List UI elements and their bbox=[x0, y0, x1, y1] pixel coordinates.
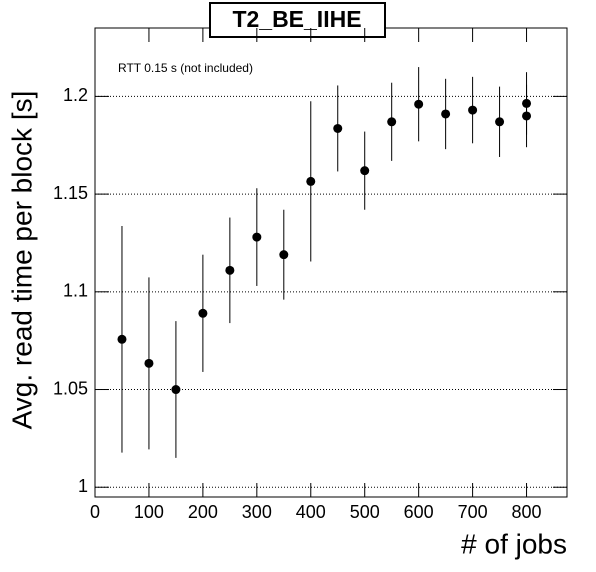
data-point bbox=[414, 99, 424, 109]
x-tick-label: 800 bbox=[512, 502, 542, 522]
data-point bbox=[252, 232, 262, 242]
x-tick-label: 300 bbox=[242, 502, 272, 522]
x-tick-label: 400 bbox=[296, 502, 326, 522]
y-tick-label: 1.1 bbox=[63, 281, 88, 301]
x-tick-label: 600 bbox=[404, 502, 434, 522]
data-point bbox=[306, 176, 316, 186]
data-point bbox=[360, 166, 370, 176]
y-axis-label: Avg. read time per block [s] bbox=[6, 91, 37, 430]
data-point bbox=[171, 385, 181, 395]
x-tick-label: 700 bbox=[458, 502, 488, 522]
y-tick-label: 1 bbox=[78, 476, 88, 496]
data-point bbox=[441, 109, 451, 119]
chart-title: T2_BE_IIHE bbox=[232, 6, 361, 32]
data-point bbox=[495, 117, 505, 127]
data-point bbox=[468, 105, 478, 115]
data-point bbox=[117, 334, 127, 344]
x-tick-label: 500 bbox=[350, 502, 380, 522]
y-tick-label: 1.05 bbox=[53, 378, 88, 398]
x-axis-label: # of jobs bbox=[461, 528, 567, 559]
plot-frame bbox=[94, 27, 568, 498]
data-point bbox=[279, 250, 289, 260]
x-tick-label: 200 bbox=[188, 502, 218, 522]
title-box bbox=[209, 2, 386, 38]
data-point bbox=[387, 117, 397, 127]
x-tick-label: 100 bbox=[134, 502, 164, 522]
y-tick-label: 1.15 bbox=[53, 183, 88, 203]
annotation: RTT 0.15 s (not included) bbox=[118, 61, 253, 75]
y-tick-label: 1.2 bbox=[63, 85, 88, 105]
data-point bbox=[198, 308, 208, 318]
data-point bbox=[144, 358, 154, 368]
data-point bbox=[333, 123, 343, 133]
data-point bbox=[522, 111, 532, 121]
data-point bbox=[225, 265, 235, 275]
x-tick-label: 0 bbox=[90, 502, 100, 522]
